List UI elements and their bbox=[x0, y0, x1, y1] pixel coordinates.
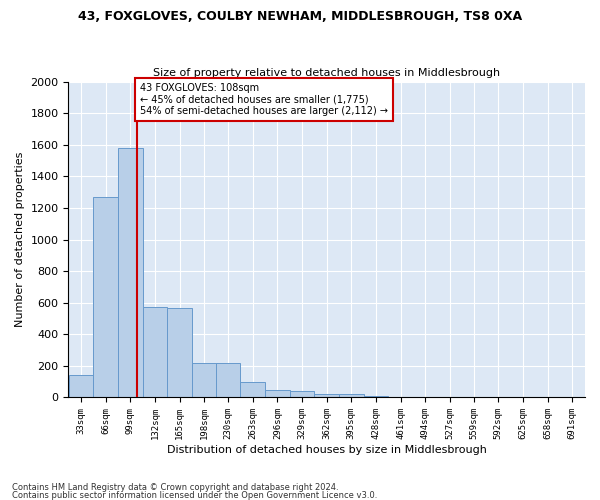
Bar bbox=[94, 197, 118, 398]
Bar bbox=[143, 308, 167, 398]
Text: Contains public sector information licensed under the Open Government Licence v3: Contains public sector information licen… bbox=[12, 490, 377, 500]
Text: 43 FOXGLOVES: 108sqm
← 45% of detached houses are smaller (1,775)
54% of semi-de: 43 FOXGLOVES: 108sqm ← 45% of detached h… bbox=[140, 83, 388, 116]
Bar bbox=[364, 396, 388, 398]
Bar bbox=[314, 394, 339, 398]
Bar bbox=[241, 382, 265, 398]
Y-axis label: Number of detached properties: Number of detached properties bbox=[15, 152, 25, 327]
Bar bbox=[339, 394, 364, 398]
Text: Contains HM Land Registry data © Crown copyright and database right 2024.: Contains HM Land Registry data © Crown c… bbox=[12, 484, 338, 492]
Title: Size of property relative to detached houses in Middlesbrough: Size of property relative to detached ho… bbox=[153, 68, 500, 78]
Bar bbox=[192, 362, 217, 398]
Bar bbox=[388, 396, 413, 398]
Bar bbox=[290, 391, 314, 398]
Bar bbox=[118, 148, 143, 398]
X-axis label: Distribution of detached houses by size in Middlesbrough: Distribution of detached houses by size … bbox=[167, 445, 487, 455]
Text: 43, FOXGLOVES, COULBY NEWHAM, MIDDLESBROUGH, TS8 0XA: 43, FOXGLOVES, COULBY NEWHAM, MIDDLESBRO… bbox=[78, 10, 522, 23]
Bar bbox=[167, 308, 192, 398]
Bar bbox=[265, 390, 290, 398]
Bar bbox=[216, 362, 241, 398]
Bar bbox=[69, 376, 94, 398]
